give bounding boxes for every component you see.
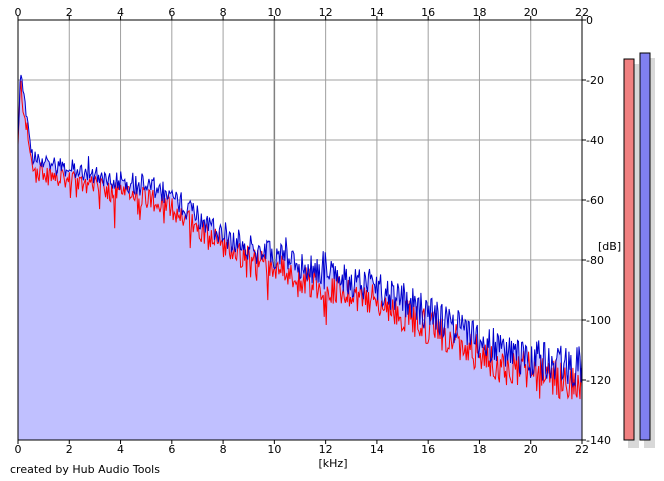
y-tick-label: 0 [586,14,593,27]
x-tick-label-bottom: 8 [220,443,227,456]
x-tick-label-bottom: 16 [421,443,435,456]
x-tick-label-bottom: 14 [370,443,384,456]
x-tick-label-bottom: 20 [524,443,538,456]
x-tick-label-bottom: 22 [575,443,589,456]
meter-red [623,58,635,441]
y-tick-label: -120 [586,374,611,387]
y-tick-label: -100 [586,314,611,327]
x-tick-label-top: 6 [168,6,175,19]
x-tick-label-top: 18 [472,6,486,19]
x-tick-label-top: 0 [15,6,22,19]
x-tick-label-top: 22 [575,6,589,19]
x-tick-label-top: 14 [370,6,384,19]
y-tick-label: -140 [586,434,611,447]
level-meters [623,52,655,448]
x-tick-label-top: 16 [421,6,435,19]
x-tick-label-bottom: 4 [117,443,124,456]
x-tick-label-top: 12 [319,6,333,19]
x-axis-label: [kHz] [319,457,348,470]
x-tick-label-top: 10 [267,6,281,19]
credit-text: created by Hub Audio Tools [10,463,160,476]
x-tick-label-bottom: 6 [168,443,175,456]
axes [17,16,586,444]
x-tick-label-top: 4 [117,6,124,19]
y-tick-label: -80 [586,254,604,267]
x-tick-label-top: 2 [66,6,73,19]
series-line-red [17,80,583,400]
x-tick-label-bottom: 10 [267,443,281,456]
x-tick-label-bottom: 12 [319,443,333,456]
y-axis-label: [dB] [598,240,621,253]
x-tick-label-top: 8 [220,6,227,19]
x-tick-label-bottom: 18 [472,443,486,456]
x-tick-label-bottom: 0 [15,443,22,456]
x-tick-label-bottom: 2 [66,443,73,456]
y-tick-label: -20 [586,74,604,87]
y-tick-label: -40 [586,134,604,147]
y-tick-label: -60 [586,194,604,207]
meter-blue [639,52,651,441]
x-tick-label-top: 20 [524,6,538,19]
spectrum-fill-area [18,75,582,440]
tick-labels: 002244668810101212141416161818202022220-… [15,6,611,456]
series-line-blue [17,74,583,388]
